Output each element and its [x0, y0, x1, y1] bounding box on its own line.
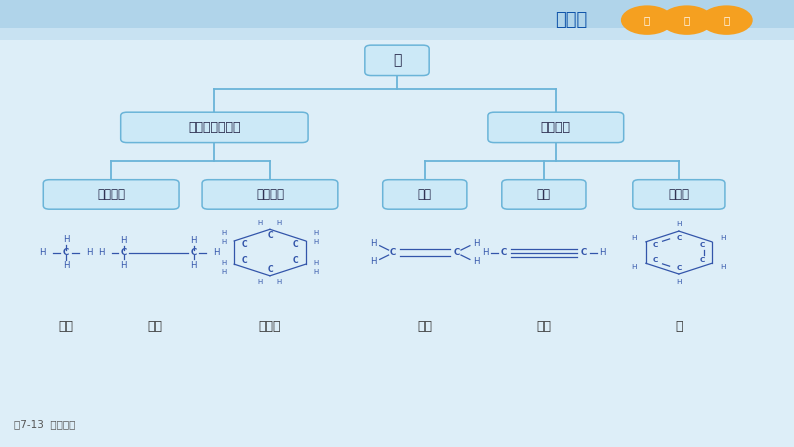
- Text: 烃: 烃: [393, 53, 401, 67]
- Text: 芳香烃: 芳香烃: [669, 188, 689, 201]
- Text: C: C: [267, 265, 273, 274]
- Text: H: H: [213, 248, 219, 257]
- Text: C: C: [191, 248, 197, 257]
- Text: C: C: [501, 248, 507, 257]
- Circle shape: [661, 5, 713, 35]
- Text: H: H: [370, 257, 376, 266]
- Text: H: H: [313, 239, 318, 245]
- Text: H: H: [370, 239, 376, 248]
- Text: H: H: [277, 279, 282, 285]
- Text: 饱和烃（烷烃）: 饱和烃（烷烃）: [188, 121, 241, 134]
- Text: H: H: [191, 261, 197, 270]
- Text: 甲烷: 甲烷: [59, 320, 73, 333]
- Text: 乙炔: 乙炔: [537, 320, 551, 333]
- FancyBboxPatch shape: [488, 112, 623, 143]
- Text: H: H: [222, 230, 227, 236]
- Circle shape: [700, 5, 753, 35]
- Text: H: H: [39, 248, 45, 257]
- Text: H: H: [721, 235, 727, 241]
- Text: H: H: [121, 261, 127, 270]
- Text: 考: 考: [723, 15, 730, 25]
- Text: 环状烷烃: 环状烷烃: [256, 188, 284, 201]
- Text: H: H: [313, 230, 318, 236]
- Text: 炔烃: 炔烃: [537, 188, 551, 201]
- Text: C: C: [700, 242, 704, 248]
- Text: C: C: [653, 242, 658, 248]
- Text: C: C: [653, 257, 658, 263]
- Text: C: C: [267, 231, 273, 240]
- Text: C: C: [241, 257, 247, 266]
- Text: H: H: [222, 260, 227, 266]
- Text: 乙烯: 乙烯: [418, 320, 432, 333]
- Text: C: C: [63, 248, 69, 257]
- Text: H: H: [482, 248, 488, 257]
- FancyBboxPatch shape: [383, 180, 467, 209]
- Bar: [0, 28, 794, 40]
- Text: H: H: [63, 235, 69, 244]
- Text: H: H: [222, 269, 227, 275]
- Circle shape: [621, 5, 673, 35]
- Text: C: C: [676, 235, 681, 240]
- Bar: [0, 0, 794, 40]
- Text: C: C: [241, 240, 247, 249]
- FancyBboxPatch shape: [365, 45, 429, 76]
- Text: C: C: [580, 248, 587, 257]
- Text: C: C: [121, 248, 127, 257]
- Text: H: H: [191, 236, 197, 245]
- Text: C: C: [700, 257, 704, 263]
- Text: H: H: [63, 261, 69, 270]
- Text: H: H: [98, 248, 105, 257]
- Text: H: H: [676, 278, 681, 285]
- Text: 乙烷: 乙烷: [148, 320, 162, 333]
- Text: 链状烷烃: 链状烷烃: [97, 188, 125, 201]
- Text: H: H: [631, 235, 637, 241]
- Text: H: H: [473, 257, 480, 266]
- Text: H: H: [121, 236, 127, 245]
- Text: C: C: [676, 265, 681, 270]
- Text: C: C: [453, 248, 460, 257]
- FancyBboxPatch shape: [502, 180, 586, 209]
- Text: H: H: [258, 279, 263, 285]
- Text: 烯烃: 烯烃: [418, 188, 432, 201]
- Text: 环己烷: 环己烷: [259, 320, 281, 333]
- FancyBboxPatch shape: [121, 112, 308, 143]
- FancyBboxPatch shape: [202, 180, 338, 209]
- FancyBboxPatch shape: [44, 180, 179, 209]
- Text: H: H: [676, 220, 681, 227]
- FancyBboxPatch shape: [633, 180, 725, 209]
- Text: H: H: [258, 220, 263, 226]
- Text: H: H: [721, 264, 727, 270]
- Text: 高: 高: [684, 15, 690, 25]
- Text: H: H: [599, 248, 606, 257]
- Text: C: C: [293, 240, 299, 249]
- Text: H: H: [631, 264, 637, 270]
- Text: C: C: [293, 257, 299, 266]
- Text: 图7-13  烃的分类: 图7-13 烃的分类: [14, 420, 75, 430]
- Text: H: H: [222, 239, 227, 245]
- Text: 不饱和烃: 不饱和烃: [541, 121, 571, 134]
- Text: H: H: [277, 220, 282, 226]
- Text: H: H: [473, 239, 480, 248]
- Text: 新: 新: [644, 15, 650, 25]
- Text: 新教材: 新教材: [556, 11, 588, 29]
- Text: H: H: [313, 260, 318, 266]
- Text: H: H: [87, 248, 93, 257]
- Text: H: H: [313, 269, 318, 275]
- Text: 苯: 苯: [675, 320, 683, 333]
- Text: C: C: [390, 248, 396, 257]
